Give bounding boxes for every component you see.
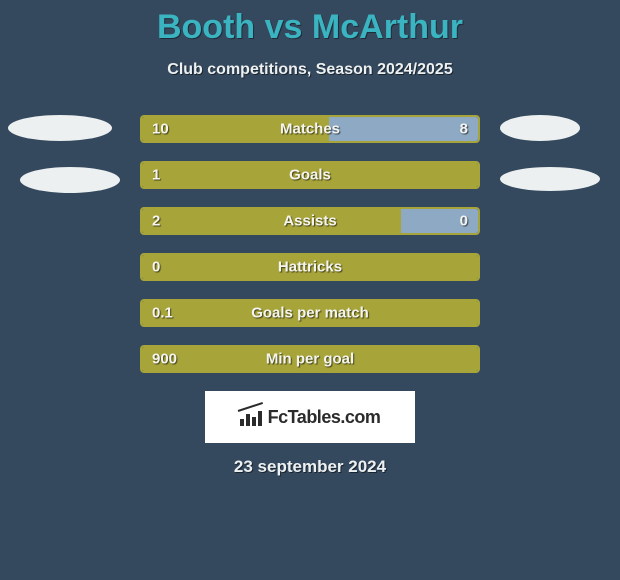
stats-area: 108Matches 1Goals 20Assists 0Hattricks 0.1Go… <box>0 115 620 373</box>
vs-text: vs <box>265 8 303 46</box>
subtitle: Club competitions, Season 2024/2025 <box>0 61 620 79</box>
stat-label: Matches <box>142 121 478 138</box>
stat-row: 108Matches <box>140 115 480 143</box>
stat-label: Assists <box>142 213 478 230</box>
stat-row: 0Hattricks <box>140 253 480 281</box>
player-photo-placeholder <box>20 167 120 193</box>
player-photo-placeholder <box>500 115 580 141</box>
logo-text: FcTables.com <box>268 407 381 428</box>
stat-row: 1Goals <box>140 161 480 189</box>
stat-label: Goals per match <box>142 305 478 322</box>
stat-rows: 108Matches 1Goals 20Assists 0Hattricks 0.1Go… <box>140 115 480 373</box>
date: 23 september 2024 <box>0 457 620 477</box>
fctables-logo: FcTables.com <box>205 391 415 443</box>
stat-label: Goals <box>142 167 478 184</box>
stat-row: 20Assists <box>140 207 480 235</box>
title: Booth vs McArthur <box>0 8 620 47</box>
stat-row: 0.1Goals per match <box>140 299 480 327</box>
player1-name: Booth <box>157 8 255 46</box>
player2-name: McArthur <box>312 8 463 46</box>
stat-label: Hattricks <box>142 259 478 276</box>
player-photo-placeholder <box>8 115 112 141</box>
stat-label: Min per goal <box>142 351 478 368</box>
comparison-card: Booth vs McArthur Club competitions, Sea… <box>0 0 620 477</box>
player-photo-placeholder <box>500 167 600 191</box>
logo-chart-icon <box>240 408 262 426</box>
stat-row: 900Min per goal <box>140 345 480 373</box>
